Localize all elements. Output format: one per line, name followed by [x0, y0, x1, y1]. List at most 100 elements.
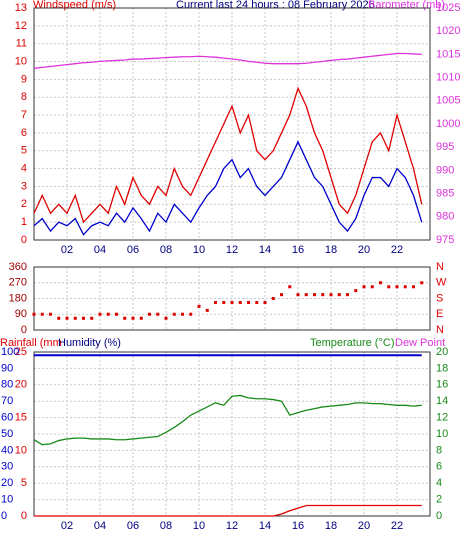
direction-point — [156, 312, 160, 316]
x-tick-label: 16 — [292, 520, 304, 532]
y-tick-label: 1 — [21, 216, 27, 228]
y2-tick-label: 10 — [436, 428, 448, 440]
direction-point — [90, 316, 94, 320]
y-tick-label: 12 — [15, 20, 27, 32]
y-tick-label: 90 — [15, 308, 27, 320]
compass-label: N — [436, 324, 444, 336]
direction-point — [148, 312, 151, 316]
direction-point — [403, 285, 407, 289]
y3-tick-label: 20 — [1, 477, 13, 489]
y-tick-label: 5 — [21, 145, 27, 157]
y-tick-label: 10 — [15, 55, 27, 67]
x-tick-label: 22 — [391, 244, 403, 256]
direction-point — [346, 293, 349, 297]
x-tick-label: 08 — [160, 520, 172, 532]
direction-point — [271, 297, 275, 300]
series-line — [33, 86, 423, 224]
direction-point — [139, 316, 143, 320]
series-line — [33, 140, 423, 236]
y2-tick-label: 12 — [436, 412, 448, 424]
y-tick-label: 10 — [15, 444, 27, 456]
x-tick-label: 18 — [325, 244, 337, 256]
direction-point — [98, 312, 102, 316]
direction-point — [379, 281, 382, 285]
direction-point — [296, 293, 300, 297]
y3-tick-label: 40 — [1, 444, 13, 456]
direction-point — [230, 301, 234, 305]
direction-point — [73, 316, 77, 320]
y2-tick-label: 18 — [436, 362, 448, 374]
y-tick-label: 0 — [21, 234, 27, 246]
compass-label: E — [436, 308, 443, 320]
direction-point — [189, 312, 193, 316]
y2-tick-label: 0 — [436, 510, 442, 522]
y-tick-label: 8 — [21, 91, 27, 103]
y2-tick-label: 2 — [436, 494, 442, 506]
y-tick-label: 6 — [21, 127, 27, 139]
x-tick-label: 08 — [160, 244, 172, 256]
x-tick-label: 06 — [127, 244, 139, 256]
x-tick-label: 12 — [226, 244, 238, 256]
barometer-label: Barometer (mb) — [368, 0, 445, 11]
x-tick-label: 20 — [358, 520, 370, 532]
y-tick-label: 25 — [15, 346, 27, 358]
y3-tick-label: 60 — [1, 412, 13, 424]
direction-point — [280, 293, 283, 297]
y2-tick-label: 990 — [436, 164, 454, 176]
humidity-label: Humidity (%) — [58, 337, 121, 349]
y3-tick-label: 30 — [1, 461, 13, 473]
y2-tick-label: 14 — [436, 395, 448, 407]
series-line — [33, 394, 422, 446]
direction-point — [370, 285, 374, 289]
y-tick-label: 0 — [21, 510, 27, 522]
x-tick-label: 16 — [292, 244, 304, 256]
y-tick-label: 5 — [21, 477, 27, 489]
y3-tick-label: 70 — [1, 395, 13, 407]
y-tick-label: 180 — [9, 292, 27, 304]
direction-point — [288, 285, 292, 289]
direction-point — [247, 301, 250, 305]
x-tick-label: 14 — [259, 520, 271, 532]
direction-point — [32, 312, 36, 316]
y2-tick-label: 1010 — [436, 72, 460, 84]
y3-tick-label: 10 — [1, 494, 13, 506]
y3-tick-label: 50 — [1, 428, 13, 440]
direction-point — [329, 293, 333, 297]
compass-label: N — [436, 261, 444, 273]
y2-tick-label: 995 — [436, 141, 454, 153]
x-tick-label: 22 — [391, 520, 403, 532]
direction-point — [65, 316, 69, 320]
direction-point — [362, 285, 366, 289]
y2-tick-label: 1015 — [436, 48, 460, 60]
direction-point — [115, 312, 118, 316]
y-tick-label: 0 — [21, 324, 27, 336]
y2-tick-label: 1000 — [436, 118, 460, 130]
compass-label: S — [436, 292, 443, 304]
direction-point — [214, 301, 217, 305]
direction-point — [304, 293, 308, 297]
direction-point — [321, 293, 325, 297]
y3-tick-label: 80 — [1, 379, 13, 391]
wind-label: Windspeed (m/s) — [33, 0, 116, 11]
y-tick-label: 7 — [21, 109, 27, 121]
y-tick-label: 2 — [21, 198, 27, 210]
direction-point — [205, 308, 209, 312]
direction-point — [82, 316, 85, 320]
direction-point — [255, 301, 259, 305]
x-tick-label: 20 — [358, 244, 370, 256]
direction-point — [123, 316, 127, 320]
y2-tick-label: 1025 — [436, 2, 460, 14]
x-tick-label: 14 — [259, 244, 271, 256]
y-tick-label: 360 — [9, 261, 27, 273]
y2-tick-label: 1005 — [436, 95, 460, 107]
y2-tick-label: 6 — [436, 461, 442, 473]
x-tick-label: 02 — [61, 244, 73, 256]
y-tick-label: 11 — [16, 38, 27, 50]
direction-point — [222, 301, 226, 305]
plot-frame — [33, 7, 431, 241]
plot-frame — [33, 266, 431, 331]
direction-point — [354, 289, 358, 293]
x-tick-label: 10 — [193, 520, 205, 532]
y-tick-label: 9 — [21, 73, 27, 85]
